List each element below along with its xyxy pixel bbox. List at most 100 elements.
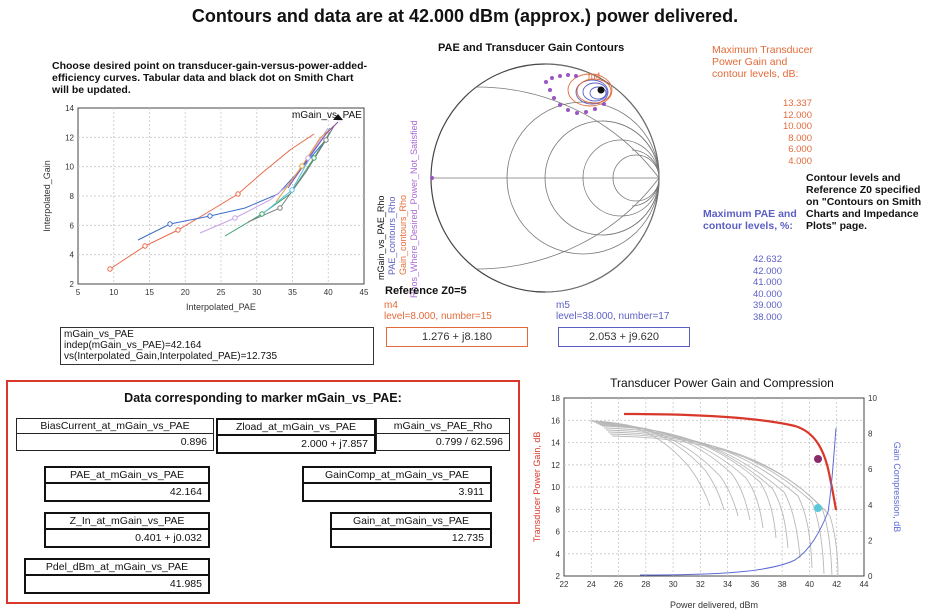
y-left-tick: 12 (551, 461, 560, 470)
cell-label: PAE_at_mGain_vs_PAE (46, 468, 208, 484)
marker-m4-name: m4 (384, 300, 398, 311)
data-panel: Data corresponding to marker mGain_vs_PA… (6, 380, 520, 604)
gain-levels-heading: Maximum Transducer Power Gain and contou… (712, 44, 813, 80)
x-tick: 28 (641, 580, 650, 589)
instructions-text: Choose desired point on transducer-gain-… (52, 60, 368, 96)
cell-value: 3.911 (458, 486, 485, 498)
x-tick: 30 (252, 288, 261, 297)
y-right-tick: 10 (868, 394, 877, 403)
y-left-tick: 10 (551, 483, 560, 492)
y-right-tick: 4 (868, 501, 873, 510)
y-left-tick: 8 (556, 505, 561, 514)
marker-m4-value-box: 1.276 + j8.180 (386, 327, 528, 347)
compression-marker-dot[interactable] (814, 504, 822, 512)
cell-label: Zload_at_mGain_vs_PAE (218, 420, 374, 436)
cell-value: 42.164 (169, 486, 202, 498)
gain-level-value: 12.000 (782, 109, 812, 121)
y-tick: 4 (70, 251, 75, 260)
reference-z0-label: Reference Z0=5 (385, 285, 467, 297)
gain-comp-cell: GainComp_at_mGain_vs_PAE 3.911 (302, 466, 492, 502)
y-left-tick: 14 (551, 439, 560, 448)
selected-point-dot[interactable] (597, 86, 605, 94)
y-left-tick: 16 (551, 416, 560, 425)
max-gain-curve (623, 412, 838, 511)
y-tick: 10 (65, 163, 74, 172)
x-tick: 10 (109, 288, 118, 297)
x-axis-label: Power delivered, dBm (670, 600, 758, 610)
x-tick: 35 (288, 288, 297, 297)
x-tick: 25 (217, 288, 226, 297)
plot-marker-label: mGain_vs_PAE (292, 110, 362, 121)
y-tick: 8 (70, 192, 75, 201)
cell-value: 2.000 + j7.857 (301, 438, 368, 450)
cell-value: 12.735 (451, 532, 484, 544)
y-right-tick: 0 (868, 572, 873, 581)
x-tick: 5 (76, 288, 81, 297)
x-tick: 26 (614, 580, 623, 589)
data-panel-title: Data corresponding to marker mGain_vs_PA… (124, 391, 402, 405)
cell-label: BiasCurrent_at_mGain_vs_PAE (17, 419, 213, 434)
cell-label: mGain_vs_PAE_Rho (377, 419, 509, 434)
x-axis-label: Interpolated_PAE (186, 302, 256, 312)
smith-axis-labels: mGain_vs_PAE_Rho PAE_contours_Rho Gain_c… (376, 120, 419, 298)
pae-level-value: 41.000 (752, 277, 782, 288)
x-tick: 40 (324, 288, 333, 297)
pae-levels-list: 42.632 42.000 41.000 40.000 39.000 38.00… (722, 254, 782, 323)
readout-line: indep(mGain_vs_PAE)=42.164 (64, 340, 202, 351)
x-tick: 38 (778, 580, 787, 589)
compression-plot[interactable]: 22 24 26 28 30 32 34 36 38 40 42 44 2 4 … (520, 392, 930, 611)
x-tick: 15 (145, 288, 154, 297)
bias-current-cell: BiasCurrent_at_mGain_vs_PAE 0.896 (16, 418, 214, 451)
x-tick: 22 (560, 580, 569, 589)
readout-line: mGain_vs_PAE (64, 329, 134, 340)
marker-m5-info: m5 level=38.000, number=17 (556, 300, 716, 322)
rho-cell: mGain_vs_PAE_Rho 0.799 / 62.596 (376, 418, 510, 451)
pae-level-value: 39.000 (752, 300, 782, 311)
cell-value: 41.985 (169, 578, 202, 590)
gain-vs-pae-plot[interactable]: 5 10 15 20 25 30 35 40 45 2 4 6 8 10 12 … (30, 98, 370, 323)
pae-cell: PAE_at_mGain_vs_PAE 42.164 (44, 466, 210, 502)
pae-levels-heading: Maximum PAE and contour levels, %: (703, 208, 797, 232)
y-right-tick: 8 (868, 430, 873, 439)
cell-label: GainComp_at_mGain_vs_PAE (304, 468, 490, 484)
marker-m5-value-box: 2.053 + j9.620 (558, 327, 690, 347)
z-in-cell: Z_In_at_mGain_vs_PAE 0.401 + j0.032 (44, 512, 210, 548)
smith-chart-title: PAE and Transducer Gain Contours (438, 42, 625, 54)
x-tick: 40 (805, 580, 814, 589)
gain-levels-list: 13.337 12.000 10.000 8.000 6.000 4.000 (742, 98, 812, 167)
m4-tag: m4 (588, 71, 601, 81)
zload-cell: Zload_at_mGain_vs_PAE 2.000 + j7.857 (216, 418, 376, 454)
pae-level-value: 40.000 (752, 288, 782, 300)
gain-level-value: 6.000 (788, 144, 812, 155)
cell-label: Pdel_dBm_at_mGain_vs_PAE (26, 560, 208, 576)
pae-level-value: 42.000 (752, 265, 782, 277)
cell-value: 0.401 + j0.032 (135, 532, 202, 544)
y-left-tick: 2 (556, 572, 561, 581)
x-tick: 36 (750, 580, 759, 589)
gain-level-value: 8.000 (788, 132, 812, 144)
y-tick: 2 (70, 280, 75, 289)
marker-m4-info: m4 level=8.000, number=15 (384, 300, 534, 322)
marker-m4-level: level=8.000, number=15 (384, 311, 492, 322)
gain-level-value: 4.000 (788, 155, 812, 167)
y-left-tick: 6 (556, 528, 561, 537)
y-right-axis-label: Gain Compression, dB (892, 442, 902, 533)
y-right-tick: 2 (868, 536, 873, 545)
smith-label-pae-rho: PAE_contours_Rho (387, 197, 397, 275)
y-tick: 6 (70, 221, 75, 230)
y-left-axis-label: Transducer Power Gain, dB (532, 432, 542, 543)
page-title: Contours and data are at 42.000 dBm (app… (191, 6, 739, 26)
gain-level-value: 10.000 (782, 121, 812, 132)
x-tick: 30 (669, 580, 678, 589)
readout-line: vs(Interpolated_Gain,Interpolated_PAE)=1… (64, 351, 278, 362)
marker-triangle-icon[interactable] (333, 114, 343, 120)
marker-m5-name: m5 (556, 300, 570, 311)
gain-marker-dot[interactable] (814, 455, 822, 463)
smith-chart[interactable]: m4 (420, 56, 680, 306)
compression-curve (639, 427, 837, 576)
pdel-cell: Pdel_dBm_at_mGain_vs_PAE 41.985 (24, 558, 210, 594)
y-axis-label: Interpolated_Gain (42, 160, 52, 232)
cell-value: 0.896 (180, 436, 207, 448)
cell-label: Gain_at_mGain_vs_PAE (332, 514, 490, 530)
y-right-tick: 6 (868, 465, 873, 474)
